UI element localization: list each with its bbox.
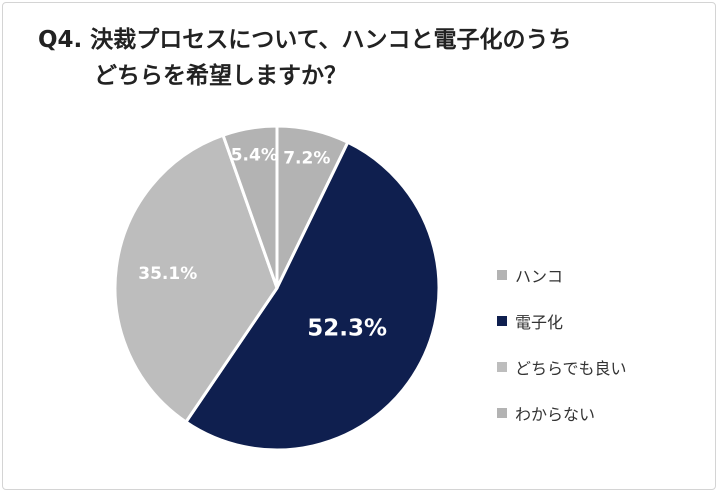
slice-data-label: 5.4% [231,145,278,165]
legend-label: ハンコ [515,267,564,286]
chart-title: Q4. 決裁プロセスについて、ハンコと電子化のうち どちらを希望しますか？ [38,22,571,94]
title-line-1: Q4. 決裁プロセスについて、ハンコと電子化のうち [38,27,572,53]
pie-slice [184,140,441,452]
legend-item: わからない [497,390,627,436]
legend-swatch [497,270,507,280]
legend-swatch [497,316,507,326]
slice-data-label: 35.1% [138,264,197,284]
legend-swatch [497,408,507,418]
slice-data-label: 7.2% [283,149,330,169]
pie-slice [113,133,279,424]
title-line-2: どちらを希望しますか？ [94,63,347,89]
slice-data-label: 52.3% [307,316,387,342]
legend-label: 電子化 [515,313,564,332]
legend-item: どちらでも良い [497,344,627,390]
legend-item: 電子化 [497,298,627,344]
legend-label: わからない [515,405,596,424]
legend-label: どちらでも良い [515,359,627,378]
legend-item: ハンコ [497,252,627,298]
pie-slice [221,124,279,290]
legend-swatch [497,362,507,372]
legend: ハンコ電子化どちらでも良い わからない [497,252,627,436]
